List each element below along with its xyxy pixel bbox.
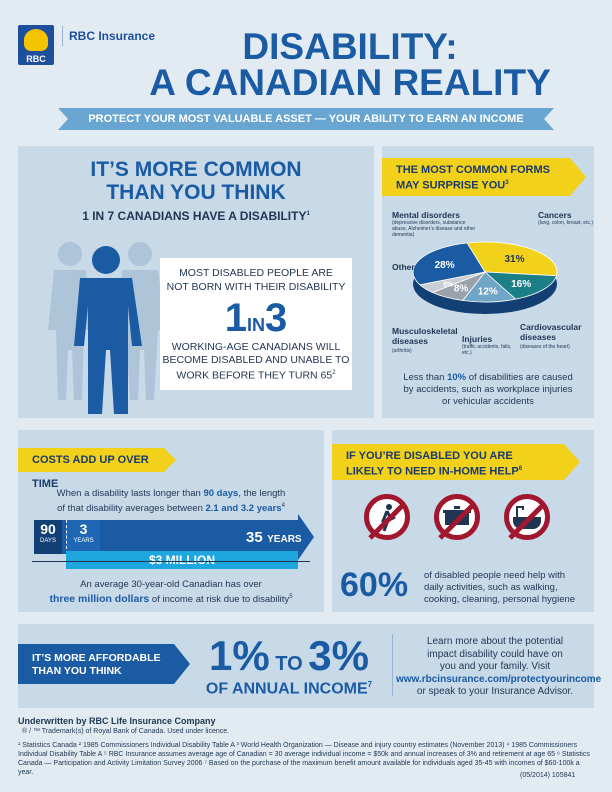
segment-90-days: 90 DAYS — [34, 520, 62, 554]
segment-3-years: 3 YEARS — [66, 520, 100, 554]
label-musculoskeletal: Musculoskeletal diseases (arthritis) — [392, 326, 458, 354]
footnotes: ¹ Statistics Canada ² 1985 Commissioners… — [18, 742, 590, 776]
timeline-line — [32, 561, 310, 562]
label-mental: Mental disorders (depressive disorders, s… — [392, 210, 476, 238]
label-other: Other — [392, 262, 415, 272]
forms-tab: THE MOST COMMON FORMS MAY SURPRISE YOU3 — [382, 158, 570, 196]
common-stat: 1 IN 7 CANADIANS HAVE A DISABILITY1 — [82, 209, 310, 223]
people-silhouettes — [48, 242, 166, 414]
pie-slice-0 — [466, 241, 558, 277]
rbc-logo: RBC — [18, 25, 54, 65]
trademark: ® / ™ Trademark(s) of Royal Bank of Cana… — [22, 728, 230, 735]
learn-more: Learn more about the potential impact di… — [396, 636, 602, 697]
no-bathing-icon — [504, 494, 550, 540]
common-heading-1: IT’S MORE COMMON — [90, 158, 302, 181]
segment-35-years: 35 YEARS — [246, 529, 302, 546]
box-text-1: MOST DISABLED PEOPLE ARE — [179, 267, 333, 279]
website-link[interactable]: www.rbcinsurance.com/protectyourincome — [396, 673, 602, 685]
pie-label-3: 8% — [454, 284, 469, 295]
label-cancers: Cancers (lung, colon, breast, etc.) — [538, 210, 594, 226]
sixty-percent: 60% — [340, 566, 409, 604]
one-to-three-percent: 1% TO 3% — [209, 632, 369, 679]
underwritten: Underwritten by RBC Life Insurance Compa… — [18, 716, 216, 726]
costs-text: When a disability lasts longer than 90 d… — [56, 488, 286, 515]
costs-tab-arrow — [164, 448, 176, 472]
lion-icon — [24, 29, 48, 51]
timeline-arrow — [298, 514, 314, 560]
label-cardiovascular: Cardiovascular diseases (diseases of the … — [520, 322, 582, 350]
common-heading-2: THAN YOU THINK — [106, 181, 286, 204]
box-text-5: WORK BEFORE THEY TURN 652 — [176, 369, 336, 382]
stat-box — [160, 258, 352, 390]
costs-footnote: An average 30-year-old Canadian has over… — [49, 579, 293, 606]
box-text-3: WORKING-AGE CANADIANS WILL — [171, 341, 341, 353]
divider — [392, 634, 393, 696]
disability-pie-chart: 31% 16% 12% 8%5% 28% — [412, 241, 558, 314]
costs-tab: COSTS ADD UP OVER TIME — [18, 448, 164, 490]
pie-label-4: 5% — [443, 281, 454, 288]
pie-label-2: 12% — [478, 287, 498, 298]
label-injuries: Injuries (traffic accidents, falls, etc.) — [462, 334, 512, 356]
one-in-three: 1IN3 — [224, 296, 288, 340]
pie-label-1: 16% — [511, 279, 531, 290]
doc-code: (05/2014) 105841 — [520, 772, 576, 779]
tagline-banner: PROTECT YOUR MOST VALUABLE ASSET — YOUR … — [58, 108, 554, 130]
help-text: of disabled people need help with daily … — [424, 570, 576, 605]
logo-text: RBC — [26, 54, 46, 64]
brand-name: RBC Insurance — [62, 26, 155, 46]
pie-slice-5 — [412, 242, 486, 286]
pie-slice-1 — [483, 271, 557, 300]
forms-tab-arrow — [570, 158, 586, 196]
three-million-bar: $3 MILLION — [66, 551, 298, 569]
help-tab-arrow — [564, 444, 580, 480]
title-line-1: DISABILITY: — [242, 26, 458, 67]
box-text-4: BECOME DISABLED AND UNABLE TO — [162, 354, 350, 366]
no-cooking-icon — [434, 494, 480, 540]
annual-income: OF ANNUAL INCOME7 — [205, 680, 373, 698]
pie-label-5: 28% — [435, 260, 455, 271]
afford-arrow: IT’S MORE AFFORDABLE THAN YOU THINK — [18, 644, 174, 684]
afford-arrow-tip — [174, 644, 190, 684]
help-tab: IF YOU’RE DISABLED YOU ARE LIKELY TO NEE… — [332, 444, 564, 480]
no-walking-icon — [364, 494, 410, 540]
box-text-2: NOT BORN WITH THEIR DISABILITY — [166, 281, 346, 293]
title-line-2: A CANADIAN REALITY — [149, 62, 551, 103]
pie-label-0: 31% — [505, 254, 525, 265]
accident-note: Less than 10% of disabilities are caused… — [403, 372, 573, 407]
